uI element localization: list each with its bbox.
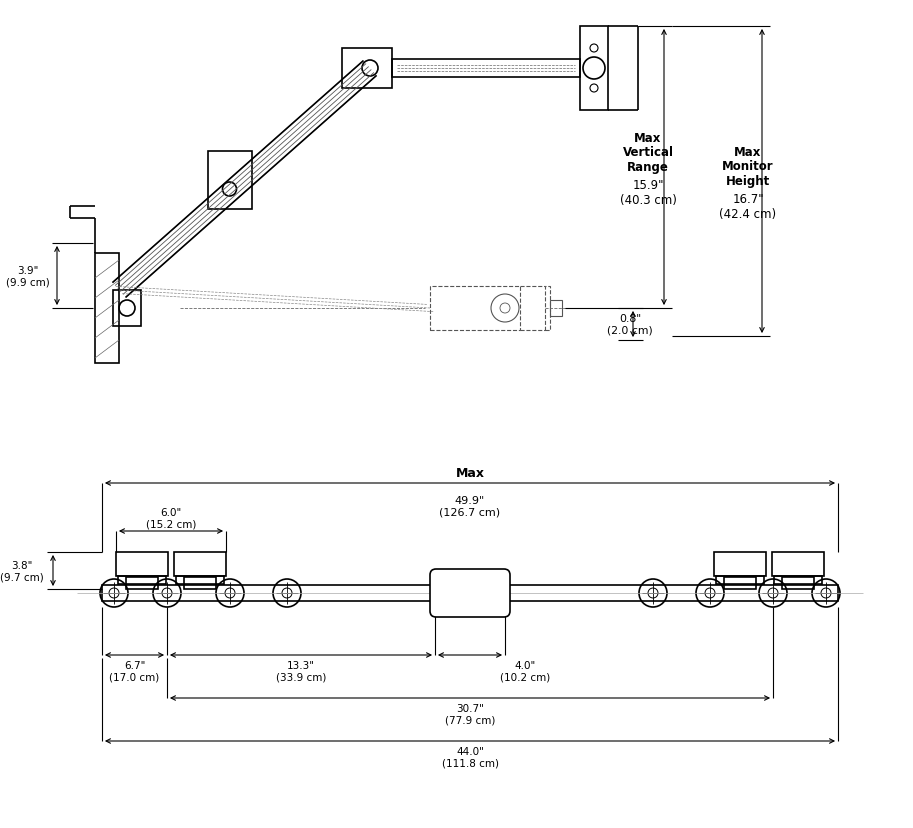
Bar	[207, 152, 251, 209]
Bar	[95, 253, 119, 363]
Bar	[772, 552, 824, 576]
FancyBboxPatch shape	[430, 570, 510, 617]
Bar	[724, 577, 756, 590]
Bar	[774, 576, 822, 585]
Bar	[716, 576, 764, 585]
Bar	[174, 552, 226, 576]
Bar	[116, 552, 168, 576]
Text: 44.0"
(111.8 cm): 44.0" (111.8 cm)	[442, 746, 498, 768]
Bar	[176, 576, 224, 585]
Text: 6.7"
(17.0 cm): 6.7" (17.0 cm)	[110, 661, 160, 682]
Text: 49.9"
(126.7 cm): 49.9" (126.7 cm)	[439, 495, 500, 517]
Text: 13.3"
(33.9 cm): 13.3" (33.9 cm)	[276, 661, 326, 682]
Bar	[102, 585, 838, 601]
Bar	[392, 60, 580, 78]
Bar	[118, 576, 166, 585]
Text: 3.9"
(9.9 cm): 3.9" (9.9 cm)	[6, 266, 50, 287]
Text: 4.0"
(10.2 cm): 4.0" (10.2 cm)	[500, 661, 551, 682]
Text: 16.7"
(42.4 cm): 16.7" (42.4 cm)	[719, 193, 777, 221]
Bar	[550, 301, 562, 316]
Text: Max
Monitor
Height: Max Monitor Height	[722, 146, 774, 188]
Bar	[113, 291, 141, 326]
Text: 6.0"
(15.2 cm): 6.0" (15.2 cm)	[146, 508, 196, 529]
Bar	[545, 286, 550, 330]
Text: 0.8"
(2.0 cm): 0.8" (2.0 cm)	[607, 314, 653, 335]
Text: Max: Max	[456, 466, 485, 479]
Text: 3.8"
(9.7 cm): 3.8" (9.7 cm)	[0, 560, 44, 581]
Text: Max
Vertical
Range: Max Vertical Range	[623, 132, 674, 174]
Text: 30.7"
(77.9 cm): 30.7" (77.9 cm)	[445, 703, 495, 725]
Bar	[580, 27, 608, 111]
Bar	[342, 49, 392, 89]
Bar	[782, 577, 814, 590]
Circle shape	[467, 591, 473, 596]
Bar	[184, 577, 216, 590]
Bar	[126, 577, 158, 590]
Bar	[430, 286, 520, 330]
Bar	[714, 552, 766, 576]
Text: 15.9"
(40.3 cm): 15.9" (40.3 cm)	[620, 179, 677, 207]
